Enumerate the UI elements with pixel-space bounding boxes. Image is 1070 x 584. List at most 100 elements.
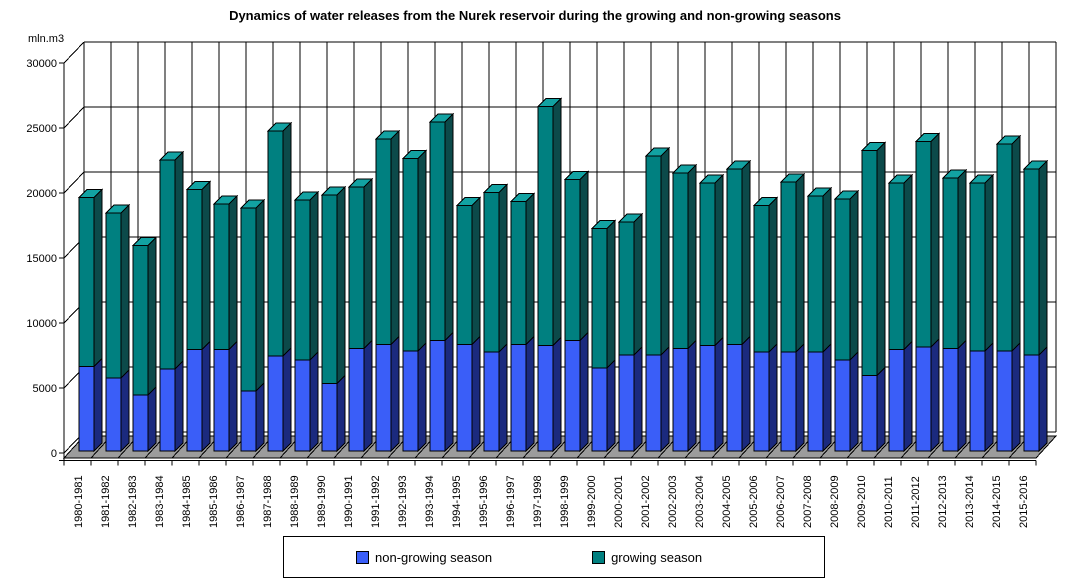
legend-item-growing: growing season: [592, 550, 702, 565]
bar-front-non-growing: [510, 343, 527, 452]
x-label-1985-1986: 1985-1986: [207, 475, 220, 528]
bar-front-non-growing: [996, 350, 1013, 452]
bar-side-growing: [984, 173, 994, 353]
bar-side-growing: [471, 196, 481, 346]
x-label-2009-2010: 2009-2010: [855, 475, 868, 528]
bar-front-growing: [645, 155, 662, 356]
bar-side-growing: [336, 185, 346, 385]
bar-side-non-growing: [363, 339, 373, 453]
bar-2007-2008: [806, 186, 833, 453]
bar-front-growing: [456, 204, 473, 345]
bar-side-growing: [1011, 134, 1021, 353]
bar-2010-2011: [887, 173, 914, 453]
bar-side-non-growing: [768, 342, 778, 453]
x-label-1996-1997: 1996-1997: [504, 475, 517, 528]
bar-front-non-growing: [915, 346, 932, 452]
bar-front-non-growing: [294, 359, 311, 452]
bar-front-non-growing: [186, 349, 203, 452]
left-wall-gridline: [63, 106, 85, 129]
chart-canvas: [59, 41, 1058, 466]
bar-front-non-growing: [375, 343, 392, 452]
bar-1986-1987: [239, 198, 266, 453]
bar-front-growing: [861, 150, 878, 377]
x-label-2004-2005: 2004-2005: [720, 475, 733, 528]
bar-side-growing: [606, 219, 616, 370]
bar-side-growing: [714, 173, 724, 347]
x-label-1982-1983: 1982-1983: [126, 475, 139, 528]
bar-front-non-growing: [807, 351, 824, 452]
bar-side-growing: [579, 170, 589, 342]
bar-front-non-growing: [321, 382, 338, 452]
bar-2006-2007: [779, 172, 806, 453]
bar-side-non-growing: [147, 385, 157, 453]
bar-side-non-growing: [282, 346, 292, 453]
bar-front-non-growing: [618, 354, 635, 452]
bar-front-non-growing: [159, 368, 176, 452]
bar-side-growing: [174, 150, 184, 371]
bar-front-growing: [618, 221, 635, 356]
bar-front-growing: [402, 158, 419, 352]
bar-2000-2001: [617, 212, 644, 453]
bar-2004-2005: [725, 159, 752, 453]
y-tick-label-25000: 25000: [26, 123, 57, 135]
bar-side-growing: [552, 97, 562, 347]
x-label-1989-1990: 1989-1990: [315, 475, 328, 528]
bar-side-non-growing: [444, 331, 454, 453]
bar-front-non-growing: [1023, 354, 1040, 452]
bar-side-non-growing: [390, 335, 400, 453]
bar-1995-1996: [482, 183, 509, 453]
bar-front-growing: [132, 245, 149, 396]
bar-side-growing: [633, 212, 643, 357]
bar-front-non-growing: [564, 340, 581, 452]
x-label-2002-2003: 2002-2003: [666, 475, 679, 528]
bar-side-non-growing: [255, 381, 265, 453]
bar-front-non-growing: [132, 394, 149, 452]
x-label-1997-1998: 1997-1998: [531, 475, 544, 528]
growing-season-swatch-icon: [592, 550, 606, 564]
bar-2015-2016: [1022, 159, 1049, 453]
x-label-1981-1982: 1981-1982: [99, 475, 112, 528]
bar-side-growing: [444, 112, 454, 342]
bar-side-non-growing: [984, 341, 994, 453]
x-label-1995-1996: 1995-1996: [477, 475, 490, 528]
bar-front-non-growing: [753, 351, 770, 452]
bar-front-growing: [159, 159, 176, 370]
bar-front-non-growing: [645, 354, 662, 452]
bar-side-non-growing: [714, 336, 724, 453]
x-label-1980-1981: 1980-1981: [72, 475, 85, 528]
bar-side-non-growing: [687, 339, 697, 453]
x-label-1998-1999: 1998-1999: [558, 475, 571, 528]
bar-front-non-growing: [429, 340, 446, 452]
bar-front-growing: [591, 228, 608, 369]
bar-front-non-growing: [591, 367, 608, 452]
bar-2013-2014: [968, 173, 995, 453]
bar-side-growing: [255, 198, 265, 393]
bar-side-growing: [903, 173, 913, 351]
bar-front-growing: [672, 172, 689, 349]
bar-side-growing: [282, 121, 292, 358]
y-axis-unit-label: mln.m3: [28, 33, 65, 45]
bar-side-growing: [228, 194, 238, 351]
bar-side-non-growing: [795, 342, 805, 453]
x-label-1987-1988: 1987-1988: [261, 475, 274, 528]
x-label-2006-2007: 2006-2007: [774, 475, 787, 528]
bar-1981-1982: [104, 203, 131, 453]
y-tick-label-0: 0: [50, 448, 57, 460]
bar-side-growing: [309, 190, 319, 362]
bar-2012-2013: [941, 168, 968, 453]
y-tick-label-30000: 30000: [26, 58, 57, 70]
bar-side-growing: [120, 203, 130, 380]
x-label-1986-1987: 1986-1987: [234, 475, 247, 528]
bar-front-non-growing: [888, 349, 905, 452]
bar-side-growing: [363, 177, 373, 350]
legend-box: non-growing season growing season: [283, 536, 825, 578]
bar-front-non-growing: [402, 350, 419, 452]
y-tick-label-15000: 15000: [26, 253, 57, 265]
bar-front-non-growing: [78, 366, 95, 452]
bar-front-growing: [996, 143, 1013, 352]
bar-side-non-growing: [498, 342, 508, 453]
bar-side-growing: [957, 168, 967, 350]
bar-front-growing: [780, 181, 797, 353]
bar-front-non-growing: [483, 351, 500, 452]
bar-side-growing: [822, 186, 832, 354]
